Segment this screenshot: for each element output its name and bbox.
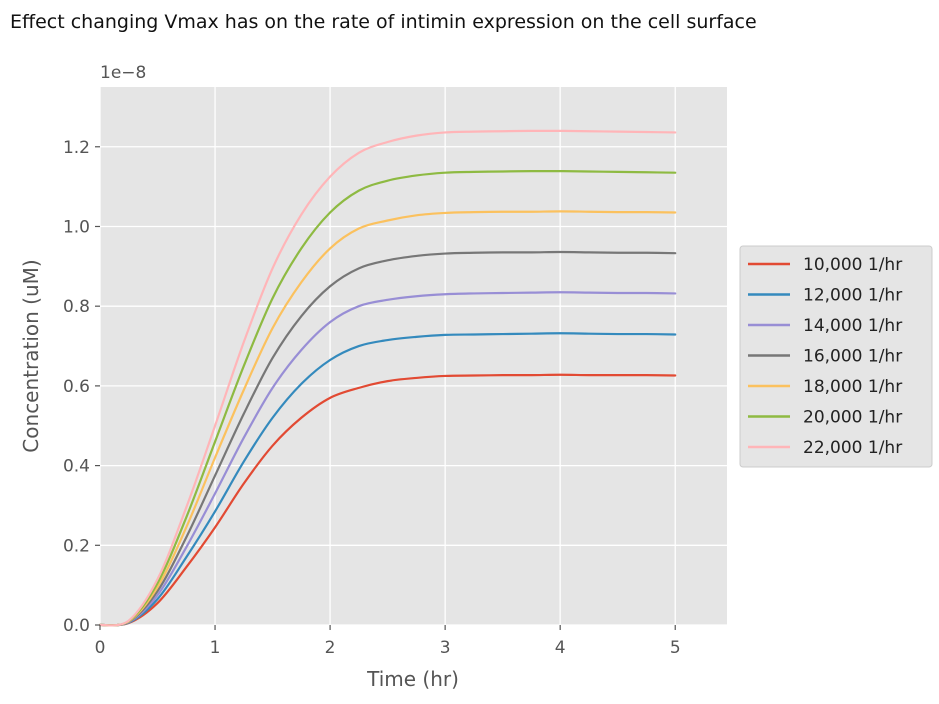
legend-label: 14,000 1/hr [803,316,902,336]
series-line-6 [98,169,677,627]
x-tick-label: 1 [210,638,221,658]
y-tick-label: 0.6 [63,377,90,397]
legend-label: 12,000 1/hr [803,286,902,306]
y-tick-label: 1.2 [63,138,90,158]
series-line-5 [98,210,677,627]
legend-label: 10,000 1/hr [803,255,902,275]
legend-label: 18,000 1/hr [803,377,902,397]
series-line-1 [98,373,677,627]
y-tick-label: 0.2 [63,536,90,556]
y-tick-label: 1.0 [63,217,90,237]
y-tick-label: 0.4 [63,457,90,477]
x-tick-label: 3 [440,638,451,658]
legend-label: 22,000 1/hr [803,438,902,458]
series-line-7 [98,129,677,627]
y-tick-label: 0.8 [63,297,90,317]
y-axis-label: Concentration (uM) [19,259,43,452]
series-lines [98,129,677,627]
chart-title: Effect changing Vmax has on the rate of … [10,11,757,33]
legend-label: 16,000 1/hr [803,347,902,367]
y-tick-label: 0.0 [63,616,90,636]
x-tick-label: 0 [95,638,106,658]
y-offset-label: 1e−8 [100,63,146,83]
series-line-2 [98,332,677,627]
series-line-4 [98,250,677,627]
series-line-3 [98,291,677,627]
axis-ticks: 0 1 2 3 4 5 0.0 0.2 0.4 0.6 0.8 1.0 1.2 [63,138,681,658]
x-axis-label: Time (hr) [366,667,459,691]
legend-label: 20,000 1/hr [803,408,902,428]
legend-frame [739,245,933,468]
x-tick-label: 5 [670,638,681,658]
legend: 10,000 1/hr 12,000 1/hr 14,000 1/hr 16,000 … [739,245,933,468]
x-tick-label: 2 [325,638,336,658]
x-tick-label: 4 [555,638,566,658]
